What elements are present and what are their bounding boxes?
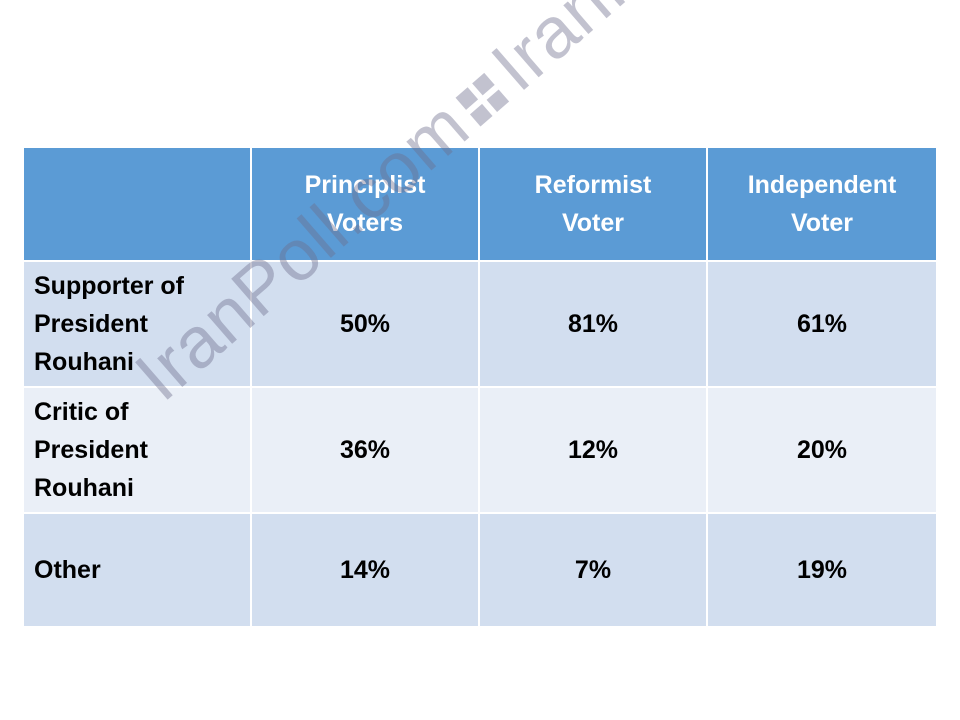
- header-text: Principlist: [304, 171, 426, 199]
- value-cell: 20%: [706, 386, 938, 514]
- value-cell: 12%: [478, 386, 708, 514]
- row-label-text: President: [34, 436, 148, 464]
- header-text: Voter: [790, 209, 854, 237]
- row-label-other: Other: [22, 512, 252, 628]
- table-header-row: Principlist Voters Reformist Voter Indep…: [22, 146, 938, 262]
- value-cell: 61%: [706, 260, 938, 388]
- row-label-text: President: [34, 310, 148, 338]
- row-label-critic: Critic of President Rouhani: [22, 386, 252, 514]
- row-label-text: Critic of: [34, 398, 129, 426]
- header-text: Independent: [747, 171, 897, 199]
- watermark-text: IranPoll.com: [477, 0, 841, 106]
- value-cell: 81%: [478, 260, 708, 388]
- header-text: Reformist: [534, 171, 652, 199]
- table-row: Critic of President Rouhani 36% 12% 20%: [22, 386, 938, 514]
- row-label-text: Rouhani: [34, 348, 134, 376]
- header-text: Voters: [327, 209, 403, 237]
- iranpoll-logo-icon: [455, 71, 512, 127]
- value-cell: 50%: [250, 260, 480, 388]
- row-label-text: Rouhani: [34, 474, 134, 502]
- table-row: Other 14% 7% 19%: [22, 512, 938, 628]
- header-cell-principlist: Principlist Voters: [250, 146, 480, 262]
- row-label-text: Supporter of: [34, 272, 184, 300]
- header-cell-independent: Independent Voter: [706, 146, 938, 262]
- results-table: Principlist Voters Reformist Voter Indep…: [22, 146, 938, 628]
- header-text: Voter: [561, 209, 625, 237]
- value-cell: 7%: [478, 512, 708, 628]
- value-cell: 14%: [250, 512, 480, 628]
- header-corner-cell: [22, 146, 252, 262]
- value-cell: 36%: [250, 386, 480, 514]
- value-cell: 19%: [706, 512, 938, 628]
- header-cell-reformist: Reformist Voter: [478, 146, 708, 262]
- row-label-text: Other: [34, 556, 101, 584]
- row-label-supporter: Supporter of President Rouhani: [22, 260, 252, 388]
- table-row: Supporter of President Rouhani 50% 81% 6…: [22, 260, 938, 388]
